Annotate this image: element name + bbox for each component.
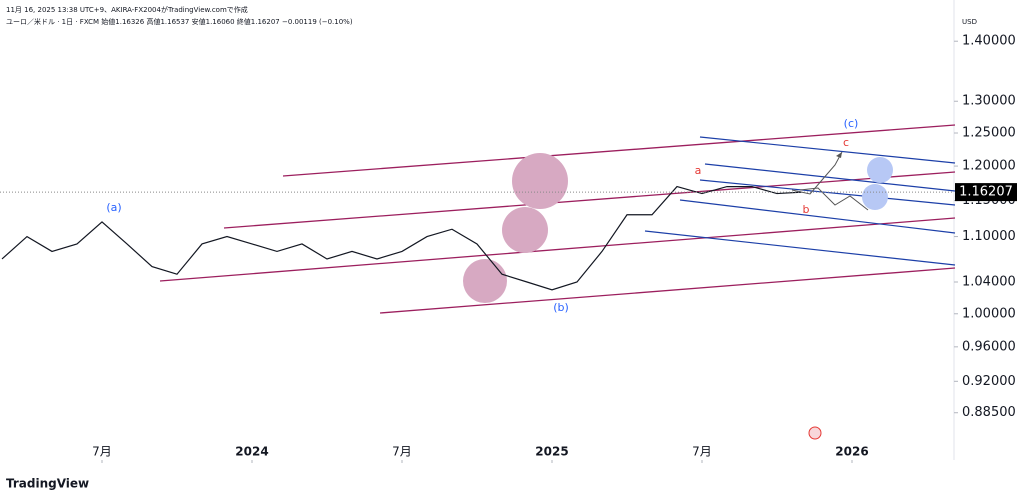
wave-label: (b) (553, 301, 569, 314)
channel-line (223, 171, 956, 229)
x-tick-label: 7月 (92, 445, 112, 459)
y-tick-label: 1.25000 (962, 126, 1016, 141)
channel-line (704, 163, 956, 192)
event-icon[interactable] (808, 426, 822, 440)
y-tick-label: 0.92000 (962, 374, 1016, 389)
logo: TradingView (6, 477, 89, 491)
y-tick-label: 1.10000 (962, 229, 1016, 244)
wave-label: b (803, 203, 810, 216)
wave-label: (c) (844, 117, 859, 130)
y-tick-label: 1.04000 (962, 274, 1016, 289)
projection-down (799, 187, 869, 211)
channel-line (699, 179, 956, 206)
wave-labels: (a) (b) (c) a b c (106, 117, 858, 314)
purple-channel (159, 124, 956, 314)
zones (463, 153, 893, 303)
arrow-head (836, 152, 842, 158)
y-tick-label: 1.20000 (962, 159, 1016, 174)
header-meta: 11月 16, 2025 13:38 UTC+9、AKIRA-FX2004がTr… (6, 5, 248, 14)
wave-label: c (843, 136, 849, 149)
channel-line (644, 230, 956, 266)
x-tick-label: 7月 (392, 445, 412, 459)
x-tick-label: 2026 (835, 445, 868, 459)
blue-zone (867, 157, 893, 183)
channel-line (699, 136, 956, 164)
pink-zone (512, 153, 568, 209)
y-tick-label: 1.30000 (962, 94, 1016, 109)
channel-line (282, 124, 956, 177)
pink-zone (502, 207, 548, 253)
channel-line (159, 217, 956, 282)
y-tick-label: 1.40000 (962, 34, 1016, 49)
x-tick-label: 7月 (692, 445, 712, 459)
y-tick-label: 0.88500 (962, 405, 1016, 420)
last-price-box (955, 183, 1017, 202)
channel-line (379, 267, 956, 314)
channel-line (679, 199, 956, 234)
x-tick-label: 2024 (235, 445, 268, 459)
currency-label: USD (962, 18, 977, 26)
blue-channel (644, 136, 956, 266)
y-tick-label: 0.96000 (962, 339, 1016, 354)
x-tick-label: 2025 (535, 445, 568, 459)
projection-up (791, 151, 843, 195)
blue-zone (862, 184, 888, 210)
wave-label: a (695, 164, 702, 177)
y-tick-label: 1.00000 (962, 306, 1016, 321)
last-price-label: 1.16207 (959, 185, 1013, 200)
pink-zone (463, 259, 507, 303)
header-ohlc: ユーロ／米ドル · 1日 · FXCM 始値1.16326 高値1.16537 … (6, 17, 353, 26)
wave-label: (a) (106, 201, 121, 214)
price-line (1, 185, 803, 291)
